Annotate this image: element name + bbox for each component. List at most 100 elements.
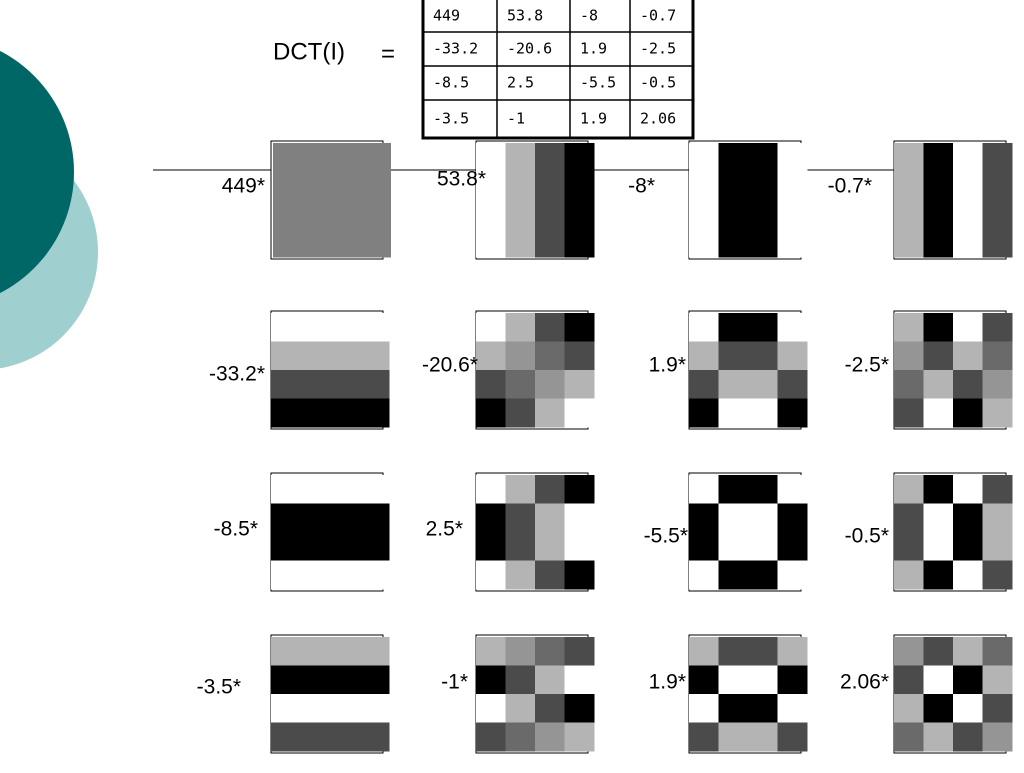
- basis-pixel: [923, 503, 954, 533]
- table-cell: -3.5: [433, 110, 469, 128]
- basis-pixel: [982, 503, 1013, 533]
- basis-pixel: [359, 722, 390, 752]
- basis-pixel: [505, 665, 536, 695]
- basis-pixel: [302, 200, 332, 229]
- basis-pixel: [359, 694, 390, 723]
- basis-pixel: [300, 475, 331, 504]
- basis-pixel: [359, 637, 390, 666]
- basis-pixel: [330, 475, 360, 504]
- basis-pixel: [505, 560, 536, 590]
- basis-pixel: [777, 694, 808, 723]
- basis-pixel: [923, 475, 954, 504]
- basis-pixel: [923, 370, 954, 399]
- basis-pixel: [777, 503, 808, 533]
- basis-pixel: [982, 200, 1013, 229]
- basis-pixel: [300, 637, 331, 666]
- basis-pixel: [535, 475, 565, 504]
- basis-pixel: [777, 532, 808, 561]
- basis-pixel: [748, 532, 778, 561]
- coefficient-label: 1.9*: [649, 671, 686, 694]
- basis-pixel: [923, 694, 954, 723]
- basis-pixel: [505, 398, 536, 428]
- basis-pixel: [923, 665, 954, 695]
- basis-pixel: [748, 200, 778, 229]
- coefficient-label: -0.7*: [828, 175, 872, 198]
- basis-pixel: [953, 341, 983, 371]
- basis-pixel: [476, 665, 506, 695]
- basis-pixel: [359, 532, 390, 561]
- table-cell: -20.6: [507, 40, 552, 58]
- basis-pixel: [359, 398, 390, 428]
- basis-pixel: [894, 200, 924, 229]
- basis-pixel: [564, 228, 595, 258]
- basis-pixel: [564, 200, 595, 229]
- basis-pixel: [718, 475, 749, 504]
- basis-pixel: [982, 532, 1013, 561]
- basis-pixel: [689, 171, 719, 201]
- basis-pixel: [535, 722, 565, 752]
- formula-eq: =: [381, 40, 395, 67]
- basis-pixel: [689, 532, 719, 561]
- basis-pixel: [923, 171, 954, 201]
- basis-pixel: [777, 200, 808, 229]
- basis-pixel: [748, 503, 778, 533]
- basis-pixel: [953, 228, 983, 258]
- basis-pixel: [564, 665, 595, 695]
- basis-pixel: [748, 560, 778, 590]
- basis-pixel: [718, 313, 749, 342]
- basis-pixel: [982, 637, 1013, 666]
- basis-pixel: [718, 398, 749, 428]
- basis-pixel: [894, 370, 924, 399]
- basis-pixel: [923, 560, 954, 590]
- basis-pixel: [273, 228, 303, 258]
- basis-pixel: [535, 228, 565, 258]
- coefficient-label: 53.8*: [437, 168, 486, 191]
- basis-pixel: [923, 200, 954, 229]
- coefficient-label: -2.5*: [845, 354, 889, 377]
- basis-pixel: [476, 637, 506, 666]
- basis-pixel: [718, 722, 749, 752]
- basis-pixel: [476, 722, 506, 752]
- basis-pixel: [332, 228, 362, 258]
- basis-pixel: [535, 171, 565, 201]
- basis-pixel: [689, 560, 719, 590]
- basis-pixel: [535, 341, 565, 371]
- basis-pixel: [718, 200, 749, 229]
- basis-pixel: [300, 370, 331, 399]
- basis-pixel: [689, 143, 719, 172]
- basis-pixel: [535, 503, 565, 533]
- basis-pixel: [894, 637, 924, 666]
- basis-pixel: [535, 665, 565, 695]
- coefficient-label: 1.9*: [649, 354, 686, 377]
- basis-pixel: [982, 665, 1013, 695]
- basis-pixel: [923, 228, 954, 258]
- basis-pixel: [476, 532, 506, 561]
- basis-pixel: [982, 370, 1013, 399]
- basis-grid: 449* 53.8* -8* -0.7* -33.2* -20.6* 1.9* -2.5* -8…: [197, 140, 1013, 754]
- basis-pixel: [330, 398, 360, 428]
- basis-pixel: [535, 560, 565, 590]
- basis-pixel: [476, 503, 506, 533]
- basis-pixel: [505, 722, 536, 752]
- basis-pixel: [332, 143, 362, 172]
- basis-pixel: [476, 228, 506, 258]
- basis-pixel: [535, 637, 565, 666]
- basis-pixel: [777, 370, 808, 399]
- basis-pixel: [271, 398, 301, 428]
- basis-pixel: [718, 143, 749, 172]
- basis-pixel: [689, 475, 719, 504]
- basis-pixel: [476, 370, 506, 399]
- coefficient-label: 2.5*: [426, 518, 463, 541]
- basis-pixel: [330, 722, 360, 752]
- basis-pixel: [748, 370, 778, 399]
- basis-pixel: [777, 398, 808, 428]
- basis-pixel: [894, 398, 924, 428]
- coefficient-label: -3.5*: [197, 676, 241, 699]
- basis-pixel: [505, 370, 536, 399]
- basis-pixel: [718, 370, 749, 399]
- basis-pixel: [777, 475, 808, 504]
- basis-pixel: [271, 637, 301, 666]
- basis-pixel: [564, 560, 595, 590]
- basis-pixel: [271, 503, 301, 533]
- basis-pixel: [748, 665, 778, 695]
